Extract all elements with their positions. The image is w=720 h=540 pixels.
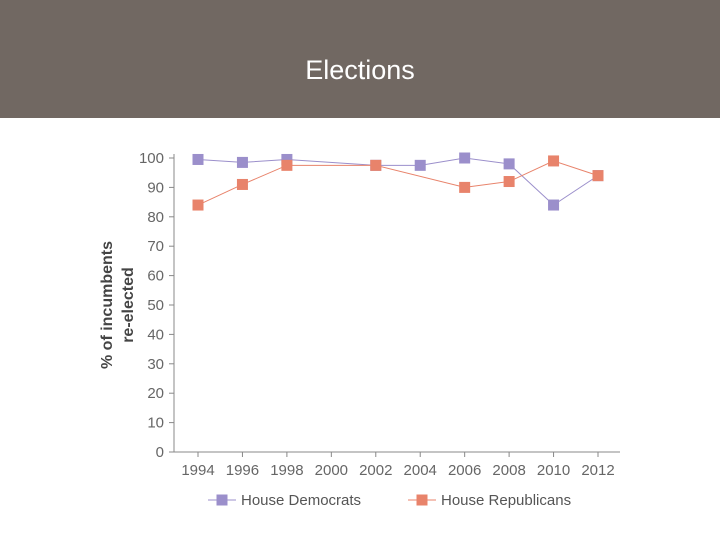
data-point-series-2 [548,155,560,167]
y-tick-label: 70 [147,238,164,255]
y-axis-title: re-elected [120,267,137,343]
data-point-series-2 [370,159,382,171]
data-point-series-1 [192,153,204,165]
series-line-2 [197,160,599,206]
y-tick-label: 20 [147,385,164,402]
title-bar [0,0,720,118]
data-point-series-1 [236,156,248,168]
y-tick-label: 60 [147,268,164,285]
data-point-series-2 [592,170,604,182]
x-tick-label: 2006 [448,462,481,479]
data-point-series-2 [192,199,204,211]
x-tick-label: 2012 [581,462,614,479]
y-axis-title: % of incumbents [99,241,116,369]
y-tick-label: 90 [147,179,164,196]
y-tick-label: 10 [147,415,164,432]
x-tick-label: 2010 [537,462,570,479]
legend-label: House Democrats [241,492,361,509]
data-point-series-2 [459,181,471,193]
x-tick-label: 1996 [226,462,259,479]
data-point-series-1 [459,152,471,164]
data-point-series-1 [414,159,426,171]
y-tick-label: 50 [147,297,164,314]
y-tick-label: 0 [156,444,164,461]
y-tick-label: 30 [147,356,164,373]
x-tick-label: 1998 [270,462,303,479]
data-point-series-2 [281,159,293,171]
legend-marker [216,494,228,506]
data-point-series-1 [281,153,293,165]
x-tick-label: 1994 [181,462,214,479]
data-point-series-1 [548,199,560,211]
x-tick-label: 2000 [315,462,348,479]
legend-marker [416,494,428,506]
x-tick-label: 2004 [404,462,437,479]
y-tick-label: 80 [147,209,164,226]
x-tick-label: 2008 [492,462,525,479]
data-point-series-1 [503,158,515,170]
legend-label: House Republicans [441,492,571,509]
y-tick-label: 100 [139,150,164,167]
series-line-1 [197,157,599,206]
data-point-series-2 [503,176,515,188]
slide-title: Elections [305,55,415,85]
x-tick-label: 2002 [359,462,392,479]
y-tick-label: 40 [147,326,164,343]
data-point-series-2 [236,178,248,190]
